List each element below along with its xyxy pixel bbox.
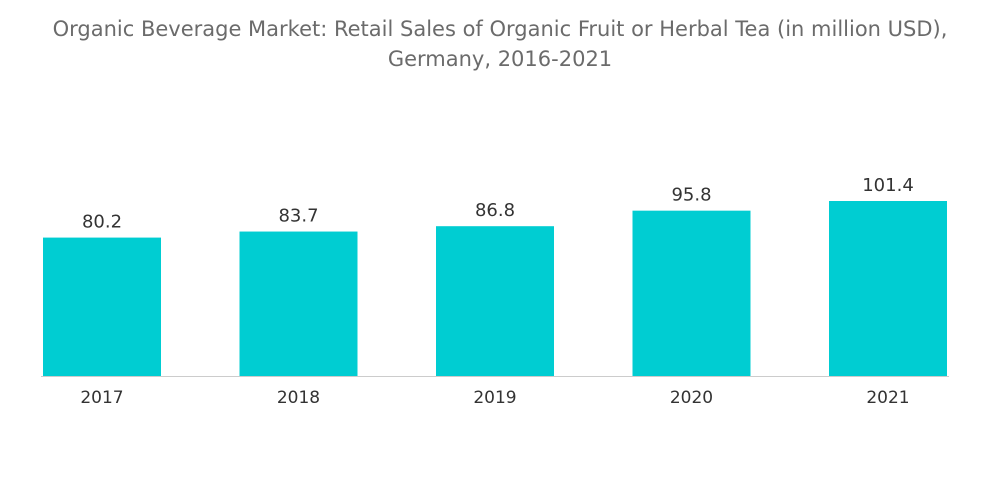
bar-2019 [436, 226, 554, 376]
chart-title: Organic Beverage Market: Retail Sales of… [0, 14, 1000, 74]
bar-2018 [239, 231, 358, 376]
bar-2017 [43, 237, 161, 376]
x-tick-label-2020: 2020 [670, 388, 713, 408]
chart-title-line-2: Germany, 2016-2021 [387, 47, 613, 71]
bar-2021 [829, 201, 947, 376]
data-label-2019: 86.8 [475, 200, 515, 221]
bar-2020 [632, 210, 751, 376]
data-label-2020: 95.8 [671, 185, 711, 206]
data-label-2018: 83.7 [278, 206, 318, 227]
x-tick-label-2021: 2021 [866, 388, 909, 408]
x-tick-label-2019: 2019 [473, 388, 516, 408]
data-label-2021: 101.4 [862, 175, 914, 196]
data-label-2017: 80.2 [82, 212, 122, 233]
x-tick-label-2018: 2018 [277, 388, 320, 408]
x-tick-label-2017: 2017 [80, 388, 123, 408]
plot-area: 80.2 2017 83.7 2018 86.8 2019 95.8 2020 101.4 202… [41, 175, 949, 408]
chart-title-line-1: Organic Beverage Market: Retail Sales of… [52, 17, 948, 41]
